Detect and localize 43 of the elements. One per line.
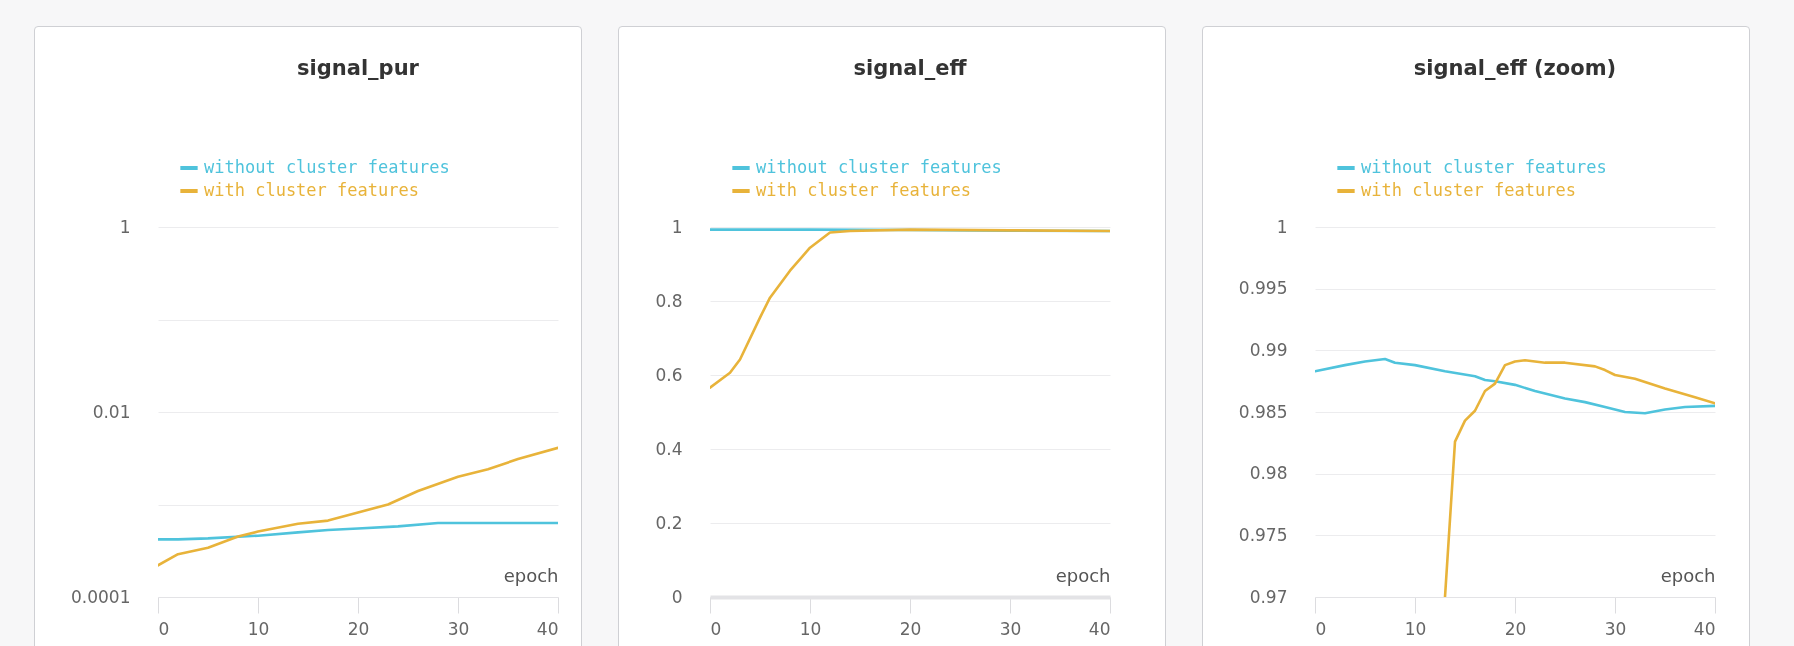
x-tick-label: 0	[158, 618, 170, 639]
x-tick-label: 10	[799, 618, 822, 639]
legend-label: without cluster features	[756, 157, 1002, 177]
x-tick-label: 40	[1088, 618, 1111, 639]
x-tick-label: 0	[1315, 618, 1327, 639]
y-tick-label: 0.0001	[71, 586, 131, 607]
x-tick-label: 10	[247, 618, 270, 639]
y-tick-label: 0.6	[655, 364, 683, 385]
y-tick-label: 0.2	[655, 512, 683, 533]
y-tick-label: 1	[119, 216, 131, 237]
legend-label: without cluster features	[1361, 157, 1607, 177]
x-tick-label: 30	[447, 618, 470, 639]
y-tick-label: 0.01	[92, 401, 131, 422]
y-tick-label: 0	[671, 586, 683, 607]
y-tick-label: 0.97	[1249, 586, 1288, 607]
x-tick-label: 0	[710, 618, 722, 639]
y-tick-label: 0.985	[1238, 401, 1288, 422]
x-tick-label: 30	[1604, 618, 1627, 639]
x-tick-label: 20	[347, 618, 370, 639]
legend-label: with cluster features	[756, 180, 971, 200]
x-axis-title: epoch	[1660, 564, 1716, 586]
y-tick-label: 0.4	[655, 438, 683, 459]
x-tick-label: 30	[999, 618, 1022, 639]
chart-title: signal_eff (zoom)	[1413, 56, 1617, 80]
x-axis-title: epoch	[503, 564, 559, 586]
legend-label: without cluster features	[204, 157, 450, 177]
chart-title: signal_eff	[853, 56, 968, 80]
y-tick-label: 1	[671, 216, 683, 237]
y-tick-label: 0.98	[1249, 463, 1288, 484]
y-tick-label: 0.8	[655, 290, 683, 311]
x-axis-title: epoch	[1055, 564, 1111, 586]
y-tick-label: 0.975	[1238, 524, 1288, 545]
y-tick-label: 0.99	[1249, 339, 1288, 360]
x-tick-label: 40	[1693, 618, 1716, 639]
x-tick-label: 10	[1404, 618, 1427, 639]
x-tick-label: 20	[899, 618, 922, 639]
y-tick-label: 1	[1276, 216, 1288, 237]
legend-label: with cluster features	[1361, 180, 1576, 200]
x-tick-label: 20	[1504, 618, 1527, 639]
legend-label: with cluster features	[204, 180, 419, 200]
chart-title: signal_pur	[297, 56, 420, 80]
x-tick-label: 40	[536, 618, 559, 639]
y-tick-label: 0.995	[1238, 278, 1288, 299]
